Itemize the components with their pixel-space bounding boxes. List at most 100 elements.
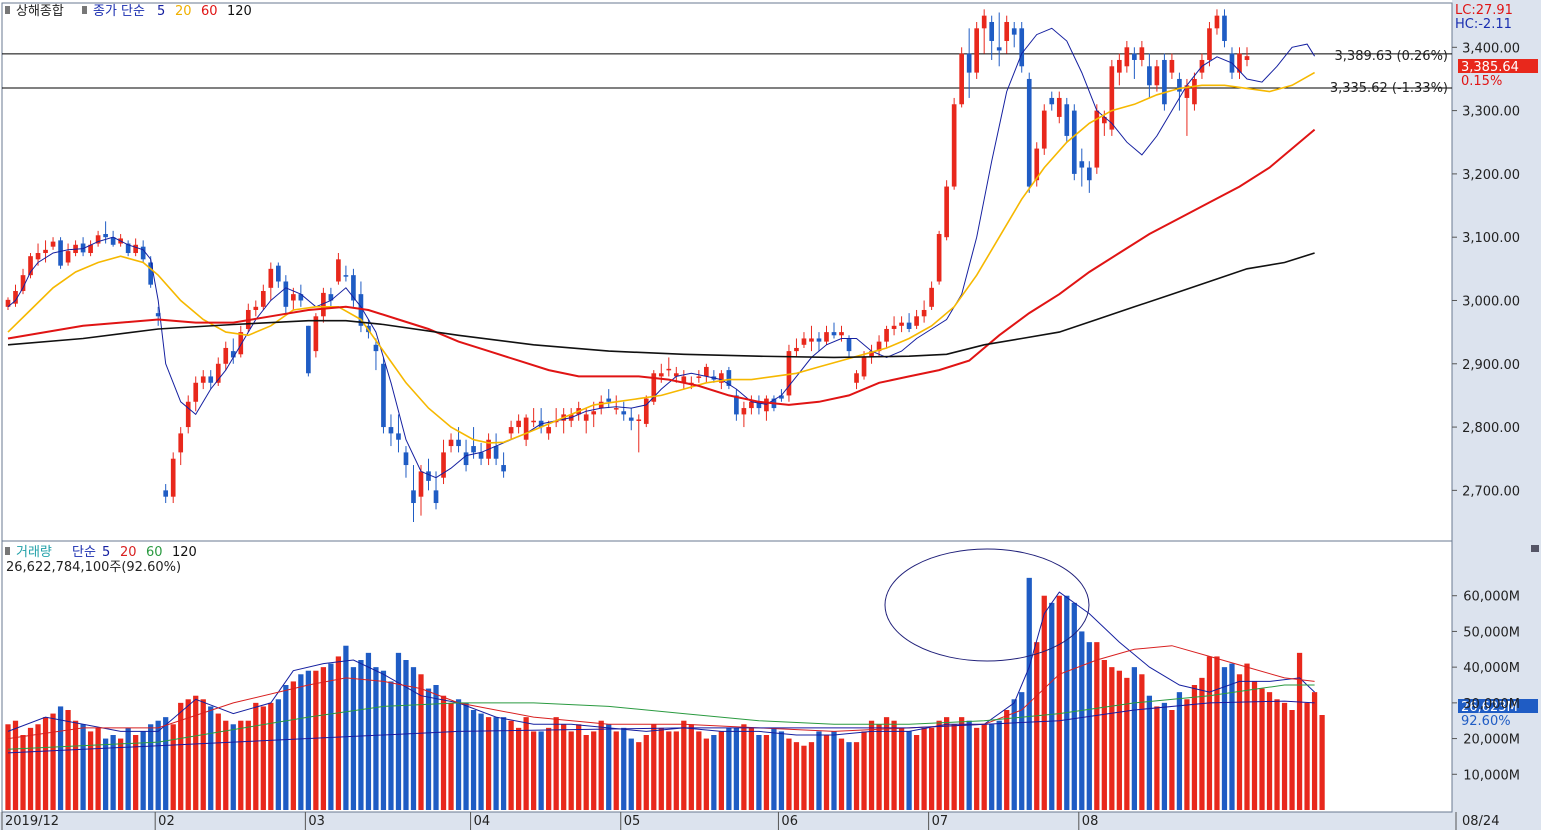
candle-body xyxy=(884,328,889,342)
legend-square-icon[interactable] xyxy=(5,547,10,555)
price-y-axis: 3,400.00 3,300.00 3,200.00 3,100.00 3,000.00… xyxy=(1452,41,1520,499)
volume-bar xyxy=(974,727,980,810)
candle-body xyxy=(275,265,281,282)
candle-body xyxy=(523,417,529,440)
candle-body xyxy=(215,363,221,383)
panel-collapse-icon[interactable] xyxy=(1531,545,1539,552)
volume-bar xyxy=(1289,710,1295,810)
volume-bar xyxy=(741,724,747,810)
candle-body xyxy=(816,338,822,342)
candle-body xyxy=(1019,28,1025,67)
candle-body xyxy=(583,414,589,421)
candle-body xyxy=(433,490,439,504)
volume-bar xyxy=(1251,681,1258,810)
x-axis: 2019/12 02 03 04 05 06 07 08 08/24 xyxy=(1,812,1499,830)
candle-body xyxy=(1011,28,1017,35)
current-price-value: 3,385.64 xyxy=(1461,60,1519,75)
volume-bar xyxy=(613,731,619,810)
legend-square-icon[interactable] xyxy=(82,6,87,14)
candle-body xyxy=(786,351,792,396)
x-tick-label: 2019/12 xyxy=(5,814,59,829)
volume-bar xyxy=(1266,692,1273,810)
legend-ma5: 5 xyxy=(157,4,165,19)
legend-square-icon[interactable] xyxy=(5,6,10,14)
volume-bar xyxy=(1079,631,1085,810)
volume-bar xyxy=(1154,706,1160,810)
candle-body xyxy=(1192,78,1197,105)
volume-bar xyxy=(1026,577,1032,810)
candle-body xyxy=(606,398,612,402)
volume-ma60-line xyxy=(7,684,1315,750)
volume-bar xyxy=(763,735,770,810)
volume-bar xyxy=(959,717,965,810)
volume-bar xyxy=(178,702,184,810)
volume-bar xyxy=(831,731,837,810)
volume-bar xyxy=(170,724,176,810)
volume-bar xyxy=(868,720,875,810)
volume-bar xyxy=(305,670,311,810)
volume-bar xyxy=(673,731,679,810)
candle-body xyxy=(35,253,41,260)
x-tick-label: 07 xyxy=(932,814,949,829)
volume-bar xyxy=(1274,699,1280,810)
volume-bar xyxy=(185,699,191,810)
candle-body xyxy=(651,373,657,402)
price-legend: 상해종합 종가 단순 5 20 60 120 xyxy=(5,4,252,19)
x-tick-label: 04 xyxy=(474,814,491,829)
volume-bar xyxy=(95,727,101,810)
volume-ma-lines xyxy=(7,591,1315,754)
bottom-axis-background xyxy=(0,812,1541,830)
volume-bar xyxy=(1109,667,1115,810)
candle-body xyxy=(185,401,191,428)
volume-bar xyxy=(778,731,785,810)
volume-bar xyxy=(343,645,349,810)
volume-bar xyxy=(298,674,304,810)
price-ma20-line xyxy=(7,71,1315,444)
candle-body xyxy=(80,243,86,253)
price-axis-extras: LC:27.91 HC:-2.11 3,385.64 0.15% 3,389.6… xyxy=(1330,3,1538,96)
volume-bar xyxy=(1296,652,1303,810)
legend-vma-type: 단순 xyxy=(72,545,96,560)
candle-body xyxy=(260,290,266,307)
volume-bar xyxy=(733,727,740,810)
volume-bar xyxy=(110,735,116,810)
candle-body xyxy=(1079,161,1085,168)
legend-vma60: 60 xyxy=(146,545,163,560)
candle-body xyxy=(88,244,93,254)
volume-bar xyxy=(966,720,972,810)
volume-bar xyxy=(666,731,672,810)
volume-axis-extras: 26,623M 92.60% xyxy=(1458,545,1539,729)
current-change-pct: 0.15% xyxy=(1461,74,1502,89)
candle-body xyxy=(794,347,799,352)
volume-bar xyxy=(861,731,867,810)
legend-vma5: 5 xyxy=(102,545,110,560)
candle-body xyxy=(1064,104,1070,136)
candle-body xyxy=(719,373,724,383)
volume-bar xyxy=(1034,642,1040,810)
volume-bar xyxy=(508,720,514,810)
volume-bar xyxy=(388,681,394,810)
volume-tick-label: 50,000M xyxy=(1463,625,1520,640)
volume-bar xyxy=(643,735,649,810)
volume-bar xyxy=(373,667,379,810)
volume-bar xyxy=(951,724,957,810)
candle-body xyxy=(1101,116,1107,124)
volume-bar xyxy=(921,727,927,810)
volume-bar xyxy=(163,717,169,810)
candle-body xyxy=(989,21,995,41)
candle-body xyxy=(1169,59,1175,73)
candle-body xyxy=(268,268,274,288)
candle-body xyxy=(1222,15,1227,41)
volume-bar xyxy=(253,702,259,810)
volume-bar xyxy=(478,713,484,810)
candle-body xyxy=(621,411,627,415)
candle-body xyxy=(734,395,739,415)
x-tick-label: 03 xyxy=(308,814,325,829)
right-axis-background xyxy=(1452,0,1541,830)
volume-bar xyxy=(711,735,717,810)
candle-body xyxy=(508,427,514,434)
volume-bar xyxy=(906,731,912,810)
volume-bar xyxy=(215,713,221,810)
